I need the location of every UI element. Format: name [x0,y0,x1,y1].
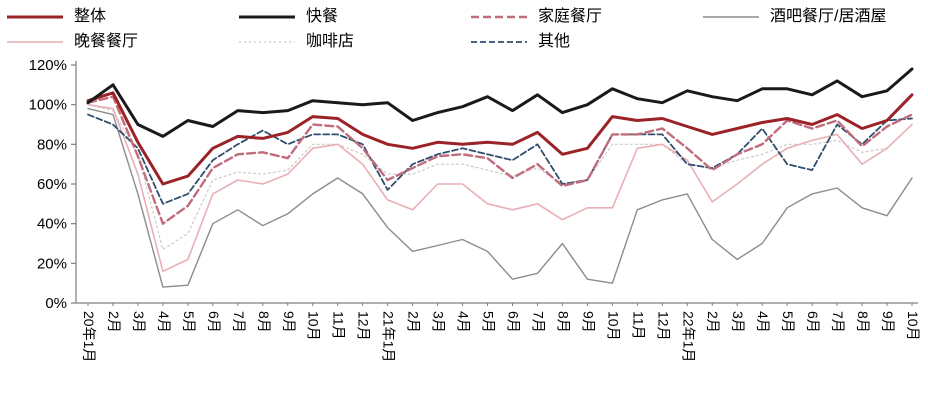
x-tick-label: 3月 [131,311,147,333]
x-tick-label: 4月 [156,311,172,333]
y-tick-label: 60% [37,176,67,193]
x-tick-label: 12月 [655,311,671,341]
x-tick-label: 6月 [206,311,222,333]
legend-item-4: 酒吧餐厅/居酒屋 [702,8,928,26]
x-tick-label: 21年1月 [381,311,397,362]
legend-label: 其他 [538,33,571,50]
legend-item-2: 快餐 [238,8,470,26]
legend-item-6: 咖啡店 [238,33,470,51]
x-tick-label: 3月 [431,311,447,333]
x-tick-label: 8月 [555,311,571,333]
legend-item-1: 整体 [6,8,238,26]
x-tick-label: 11月 [331,311,347,340]
legend-line-swatch [239,41,295,43]
y-tick-label: 0% [45,295,67,312]
x-tick-label: 9月 [880,311,896,333]
y-tick-label: 20% [37,255,67,272]
legend-line-swatch [471,41,527,43]
legend-line-swatch [703,16,759,18]
x-tick-label: 2月 [106,311,122,333]
legend-line-swatch [7,41,63,43]
legend-label: 快餐 [306,8,339,25]
x-tick-label: 10月 [306,311,322,341]
legend-line-swatch [239,15,295,19]
legend-item-3: 家庭餐厅 [470,8,702,26]
x-tick-label: 22年1月 [680,311,696,362]
x-tick-label: 12月 [356,311,372,341]
legend-item-5: 晚餐餐厅 [6,33,238,51]
series-line-2 [86,67,914,138]
x-tick-label: 7月 [531,311,547,333]
series-line-6 [87,104,913,250]
y-tick-label: 40% [37,216,67,233]
x-tick-label: 4月 [456,311,472,333]
y-tick-label: 120% [29,57,67,74]
x-tick-label: 7月 [830,311,846,333]
x-tick-label: 4月 [755,311,771,333]
x-tick-label: 8月 [256,311,272,333]
legend-label: 整体 [74,8,107,25]
x-tick-label: 3月 [730,311,746,333]
series-line-7 [87,113,913,205]
series-line-4 [87,107,913,288]
legend-label: 酒吧餐厅/居酒屋 [770,8,887,25]
x-tick-label: 5月 [481,311,497,333]
series-line-5 [87,103,913,273]
y-tick-label: 100% [29,97,67,114]
x-tick-label: 5月 [181,311,197,333]
x-tick-label: 20年1月 [81,311,97,362]
x-tick-label: 11月 [630,311,646,340]
x-tick-label: 6月 [805,311,821,333]
x-tick-label: 10月 [605,311,621,341]
x-tick-label: 9月 [580,311,596,333]
series-line-1 [86,91,914,186]
legend-label: 家庭餐厅 [538,8,603,25]
legend-line-swatch [471,15,527,19]
legend-label: 咖啡店 [306,33,355,50]
line-chart: 0% 20% 40% 60% 80% 100% 120% 20年1月 2月 3月 4月 5月 6月 7月 8… [29,57,921,362]
x-tick-label: 10月 [905,311,921,341]
chart-legend: 整体 快餐 家庭餐厅 酒吧餐厅/居酒屋晚餐餐厅 咖啡店 其他 [0,0,928,53]
x-tick-label: 6月 [506,311,522,333]
x-tick-label: 9月 [281,311,297,333]
series-line-3 [86,95,914,225]
x-tick-label: 2月 [406,311,422,333]
legend-label: 晚餐餐厅 [74,33,139,50]
x-tick-label: 2月 [705,311,721,333]
legend-item-7: 其他 [470,33,702,51]
legend-line-swatch [7,15,63,19]
x-tick-label: 7月 [231,311,247,333]
x-tick-label: 5月 [780,311,796,333]
x-tick-label: 8月 [855,311,871,333]
y-tick-label: 80% [37,136,67,153]
